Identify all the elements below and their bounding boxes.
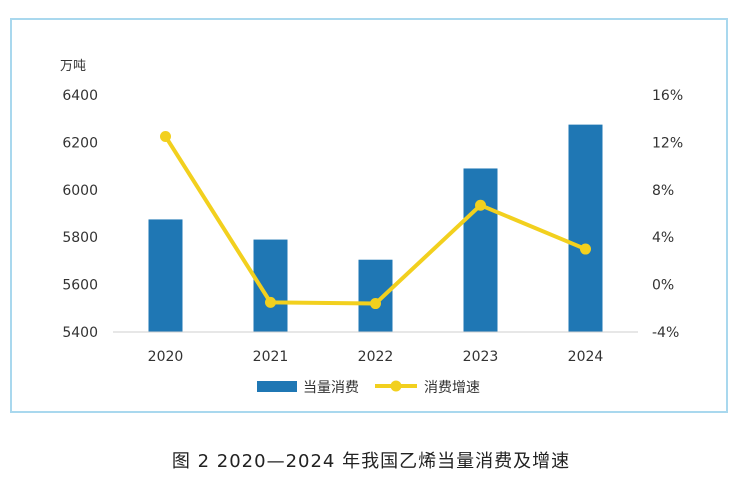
chart-frame xyxy=(10,18,728,413)
y-right-tick-label: 16% xyxy=(652,88,683,104)
x-tick-label: 2021 xyxy=(253,349,289,365)
y-right-tick-label: 8% xyxy=(652,183,674,199)
x-tick-label: 2023 xyxy=(463,349,499,365)
y-right-tick-label: 4% xyxy=(652,230,674,246)
y-left-unit-label: 万吨 xyxy=(60,59,86,74)
legend-label-line: 消费增速 xyxy=(424,380,480,396)
y-left-tick-label: 5600 xyxy=(62,278,98,294)
y-left-tick-label: 6400 xyxy=(62,88,98,104)
bar-2020 xyxy=(148,219,183,332)
figure-caption: 图 2 2020—2024 年我国乙烯当量消费及增速 xyxy=(171,451,571,472)
point-2020 xyxy=(160,130,171,142)
y-right-tick-label: 0% xyxy=(652,278,674,294)
bar-2022 xyxy=(358,259,393,332)
y-right-tick-label: -4% xyxy=(652,325,679,341)
x-tick-label: 2024 xyxy=(568,349,604,365)
y-left-tick-label: 6000 xyxy=(62,183,98,199)
y-right-tick-label: 12% xyxy=(652,135,683,151)
y-left-tick-label: 6200 xyxy=(62,135,98,151)
point-2023 xyxy=(475,199,486,211)
point-2024 xyxy=(580,243,591,255)
y-left-tick-label: 5800 xyxy=(62,230,98,246)
legend-marker-line xyxy=(390,380,402,392)
point-2021 xyxy=(265,296,276,308)
x-tick-label: 2022 xyxy=(358,349,394,365)
point-2022 xyxy=(370,298,381,310)
legend-swatch-bar xyxy=(257,381,297,392)
x-tick-label: 2020 xyxy=(148,349,184,365)
bar-2024 xyxy=(568,124,603,332)
bar-2023 xyxy=(463,168,498,332)
legend-label-bar: 当量消费 xyxy=(303,380,359,396)
y-left-tick-label: 5400 xyxy=(62,325,98,341)
